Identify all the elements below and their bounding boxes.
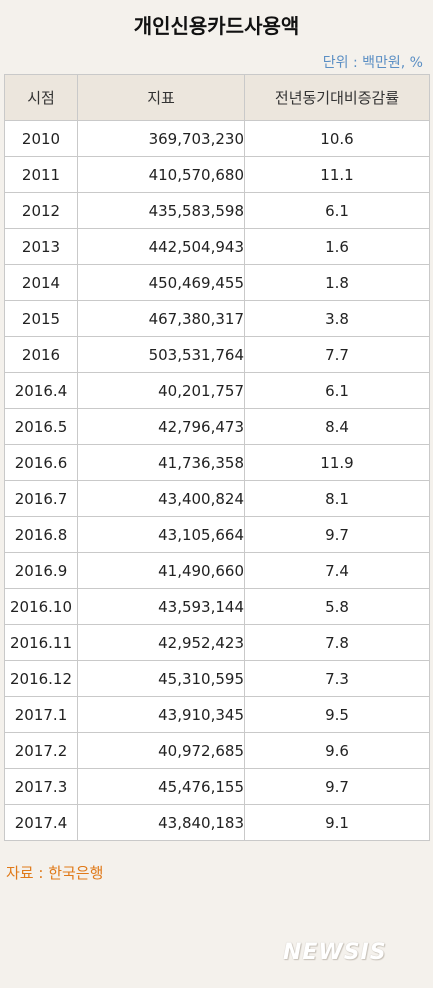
cell-period: 2014: [4, 264, 78, 301]
cell-value: 43,593,144: [77, 588, 245, 625]
table-row: 2016.10 43,593,144 5.8: [4, 588, 430, 625]
cell-period: 2017.1: [4, 696, 78, 733]
cell-yoy-rate: 3.8: [244, 300, 430, 337]
cell-period: 2016.10: [4, 588, 78, 625]
cell-value: 450,469,455: [77, 264, 245, 301]
cell-value: 503,531,764: [77, 336, 245, 373]
table-body: 2010 369,703,230 10.6 2011 410,570,680 11.1 20…: [4, 120, 430, 841]
cell-yoy-rate: 7.7: [244, 336, 430, 373]
cell-yoy-rate: 10.6: [244, 120, 430, 157]
cell-yoy-rate: 9.6: [244, 732, 430, 769]
table-row: 2016.8 43,105,664 9.7: [4, 516, 430, 553]
table-row: 2016.12 45,310,595 7.3: [4, 660, 430, 697]
table-row: 2016.5 42,796,473 8.4: [4, 408, 430, 445]
cell-yoy-rate: 7.8: [244, 624, 430, 661]
table-header-row: 시점 지표 전년동기대비증감률: [4, 74, 430, 121]
cell-yoy-rate: 7.4: [244, 552, 430, 589]
cell-yoy-rate: 8.4: [244, 408, 430, 445]
cell-yoy-rate: 1.8: [244, 264, 430, 301]
cell-value: 42,952,423: [77, 624, 245, 661]
cell-period: 2016.5: [4, 408, 78, 445]
data-table: 시점 지표 전년동기대비증감률 2010 369,703,230 10.6 2011 4…: [4, 74, 430, 841]
table-row: 2016.9 41,490,660 7.4: [4, 552, 430, 589]
cell-period: 2012: [4, 192, 78, 229]
cell-yoy-rate: 9.7: [244, 768, 430, 805]
cell-value: 41,736,358: [77, 444, 245, 481]
cell-value: 45,476,155: [77, 768, 245, 805]
cell-period: 2011: [4, 156, 78, 193]
cell-value: 442,504,943: [77, 228, 245, 265]
cell-value: 410,570,680: [77, 156, 245, 193]
cell-value: 43,840,183: [77, 804, 245, 841]
cell-value: 45,310,595: [77, 660, 245, 697]
cell-period: 2013: [4, 228, 78, 265]
cell-value: 467,380,317: [77, 300, 245, 337]
cell-yoy-rate: 6.1: [244, 372, 430, 409]
cell-value: 41,490,660: [77, 552, 245, 589]
table-row: 2012 435,583,598 6.1: [4, 192, 430, 229]
cell-period: 2010: [4, 120, 78, 157]
page-title: 개인신용카드사용액: [133, 14, 300, 38]
newsis-watermark-logo: NEWSIS: [283, 940, 387, 965]
cell-value: 435,583,598: [77, 192, 245, 229]
table-row: 2017.2 40,972,685 9.6: [4, 732, 430, 769]
header-period: 시점: [4, 74, 78, 121]
cell-yoy-rate: 6.1: [244, 192, 430, 229]
cell-yoy-rate: 9.1: [244, 804, 430, 841]
cell-period: 2015: [4, 300, 78, 337]
cell-value: 369,703,230: [77, 120, 245, 157]
header-value: 지표: [77, 74, 245, 121]
cell-yoy-rate: 11.1: [244, 156, 430, 193]
table-row: 2016.6 41,736,358 11.9: [4, 444, 430, 481]
cell-period: 2016.7: [4, 480, 78, 517]
cell-yoy-rate: 5.8: [244, 588, 430, 625]
cell-value: 43,910,345: [77, 696, 245, 733]
cell-period: 2016.9: [4, 552, 78, 589]
unit-note: 단위 : 백만원, %: [322, 55, 423, 71]
table-row: 2013 442,504,943 1.6: [4, 228, 430, 265]
table-row: 2014 450,469,455 1.8: [4, 264, 430, 301]
cell-value: 43,400,824: [77, 480, 245, 517]
cell-period: 2017.2: [4, 732, 78, 769]
cell-yoy-rate: 8.1: [244, 480, 430, 517]
cell-period: 2016.12: [4, 660, 78, 697]
table-row: 2016.7 43,400,824 8.1: [4, 480, 430, 517]
table-row: 2017.1 43,910,345 9.5: [4, 696, 430, 733]
cell-period: 2017.3: [4, 768, 78, 805]
cell-value: 40,972,685: [77, 732, 245, 769]
cell-period: 2017.4: [4, 804, 78, 841]
cell-yoy-rate: 9.5: [244, 696, 430, 733]
table-row: 2016.4 40,201,757 6.1: [4, 372, 430, 409]
table-row: 2015 467,380,317 3.8: [4, 300, 430, 337]
cell-yoy-rate: 1.6: [244, 228, 430, 265]
cell-period: 2016: [4, 336, 78, 373]
header-yoy-rate: 전년동기대비증감률: [244, 74, 430, 121]
table-row: 2016 503,531,764 7.7: [4, 336, 430, 373]
table-row: 2010 369,703,230 10.6: [4, 120, 430, 157]
cell-period: 2016.4: [4, 372, 78, 409]
cell-yoy-rate: 9.7: [244, 516, 430, 553]
table-row: 2017.3 45,476,155 9.7: [4, 768, 430, 805]
cell-value: 43,105,664: [77, 516, 245, 553]
cell-period: 2016.11: [4, 624, 78, 661]
table-row: 2011 410,570,680 11.1: [4, 156, 430, 193]
cell-value: 40,201,757: [77, 372, 245, 409]
cell-yoy-rate: 11.9: [244, 444, 430, 481]
cell-yoy-rate: 7.3: [244, 660, 430, 697]
source-note: 자료 : 한국은행: [6, 864, 104, 882]
cell-value: 42,796,473: [77, 408, 245, 445]
cell-period: 2016.6: [4, 444, 78, 481]
table-row: 2016.11 42,952,423 7.8: [4, 624, 430, 661]
table-row: 2017.4 43,840,183 9.1: [4, 804, 430, 841]
cell-period: 2016.8: [4, 516, 78, 553]
